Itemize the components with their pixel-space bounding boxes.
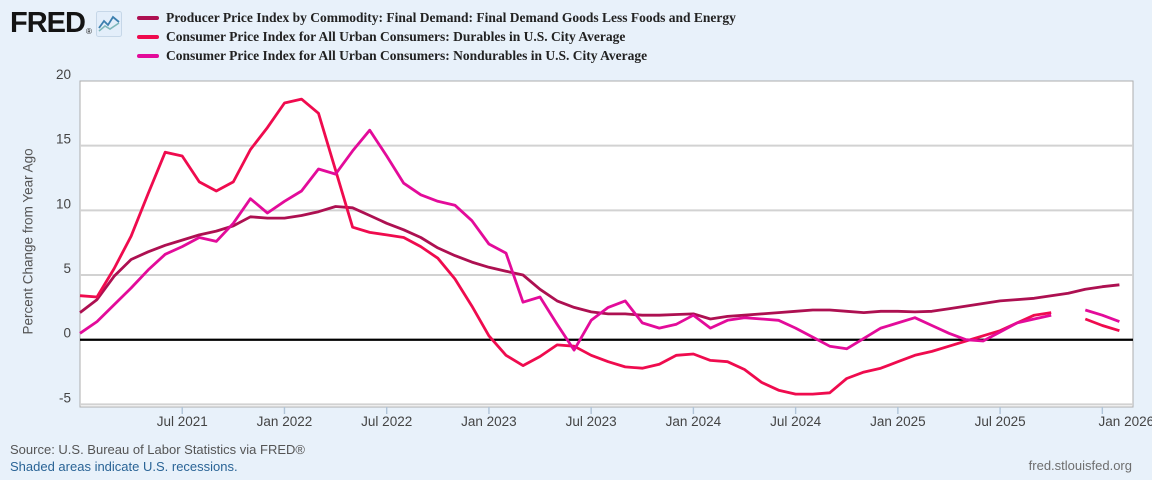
- y-tick-label: 15: [56, 132, 71, 147]
- x-tick-label: Jul 2022: [361, 414, 412, 429]
- legend-label-cpi-durables: Consumer Price Index for All Urban Consu…: [166, 29, 626, 44]
- x-tick-label: Jan 2023: [461, 414, 517, 429]
- chart-legend: Producer Price Index by Commodity: Final…: [137, 9, 736, 65]
- legend-item-cpi-nondurables[interactable]: Consumer Price Index for All Urban Consu…: [137, 47, 736, 65]
- x-tick-label: Jan 2025: [870, 414, 926, 429]
- source-note: Source: U.S. Bureau of Labor Statistics …: [10, 442, 305, 457]
- plot-background: [79, 80, 1134, 408]
- legend-label-cpi-nondurables: Consumer Price Index for All Urban Consu…: [166, 48, 648, 63]
- fred-site-link[interactable]: fred.stlouisfed.org: [1028, 458, 1132, 473]
- x-tick-label: Jul 2023: [566, 414, 617, 429]
- x-tick-label: Jan 2026: [1099, 414, 1152, 429]
- y-tick-label: 5: [63, 261, 71, 276]
- series-line-2: [79, 128, 1120, 352]
- x-tick-label: Jul 2025: [975, 414, 1026, 429]
- x-tick-label: Jul 2024: [770, 414, 822, 429]
- x-tick-label: Jan 2024: [666, 414, 722, 429]
- legend-swatch-cpi-nondurables: [137, 54, 159, 58]
- series-line-1: [79, 97, 1120, 396]
- y-tick-label: -5: [59, 390, 71, 405]
- fred-logo[interactable]: FRED ®: [10, 7, 122, 40]
- legend-item-ppi-final-demand-goods[interactable]: Producer Price Index by Commodity: Final…: [137, 9, 736, 27]
- legend-label-ppi: Producer Price Index by Commodity: Final…: [166, 10, 736, 25]
- legend-swatch-ppi: [137, 16, 159, 20]
- recession-shading-link[interactable]: Shaded areas indicate U.S. recessions.: [10, 459, 238, 474]
- y-tick-label: 10: [56, 196, 71, 211]
- x-tick-label: Jan 2022: [257, 414, 313, 429]
- legend-item-cpi-durables[interactable]: Consumer Price Index for All Urban Consu…: [137, 28, 736, 46]
- y-axis-title: Percent Change from Year Ago: [20, 148, 36, 335]
- x-tick-label: Jul 2021: [157, 414, 208, 429]
- fred-logo-text: FRED: [10, 7, 86, 39]
- y-tick-label: 20: [56, 67, 71, 82]
- fred-logo-registered-mark: ®: [85, 27, 92, 36]
- legend-swatch-cpi-durables: [137, 35, 159, 39]
- y-tick-label: 0: [63, 326, 71, 341]
- fred-logo-chart-icon: [95, 10, 122, 37]
